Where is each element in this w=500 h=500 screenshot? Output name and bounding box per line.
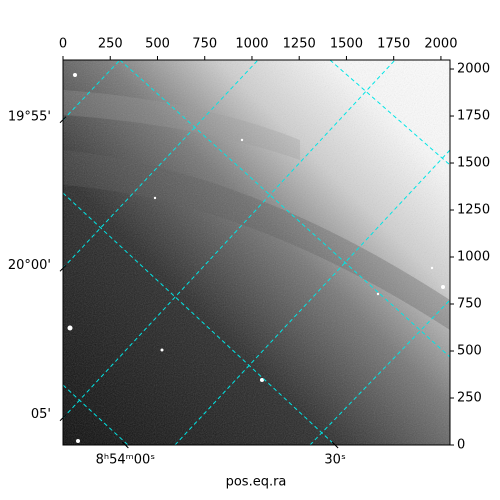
y-tick-label: 1750	[457, 109, 490, 124]
x-tick-label: 500	[145, 37, 170, 52]
y-tick-label: 250	[457, 391, 482, 406]
y-tick-label: 1000	[457, 250, 490, 265]
ra-tick-label: 30ˢ	[324, 453, 346, 468]
x-tick-label: 250	[98, 37, 123, 52]
dec-tick-label: 20°00'	[8, 258, 51, 273]
x-axis-label: pos.eq.ra	[226, 475, 287, 490]
x-tick-label: 1250	[283, 37, 316, 52]
image	[63, 60, 450, 445]
x-tick-label: 0	[59, 37, 67, 52]
ra-tick-label: 8ʰ54ᵐ00ˢ	[96, 453, 156, 468]
y-tick-label: 0	[457, 438, 465, 453]
dec-tick	[59, 414, 67, 422]
y-tick-label: 1250	[457, 203, 490, 218]
wcs-grid	[63, 60, 450, 445]
x-tick-label: 2000	[424, 37, 457, 52]
x-tick-label: 1750	[377, 37, 410, 52]
dec-tick-label: 05'	[31, 407, 51, 422]
y-tick-label: 2000	[457, 62, 490, 77]
x-tick-label: 1000	[235, 37, 268, 52]
dec-tick	[59, 264, 67, 272]
x-tick-label: 750	[192, 37, 217, 52]
ra-tick	[331, 441, 339, 449]
x-tick-label: 1500	[330, 37, 363, 52]
frame	[62, 59, 451, 446]
y-tick-label: 750	[457, 297, 482, 312]
y-tick-label: 1500	[457, 156, 490, 171]
ra-tick	[122, 441, 129, 449]
dec-tick-label: 19°55'	[8, 109, 51, 124]
y-tick-label: 500	[457, 344, 482, 359]
dec-tick	[59, 116, 67, 124]
